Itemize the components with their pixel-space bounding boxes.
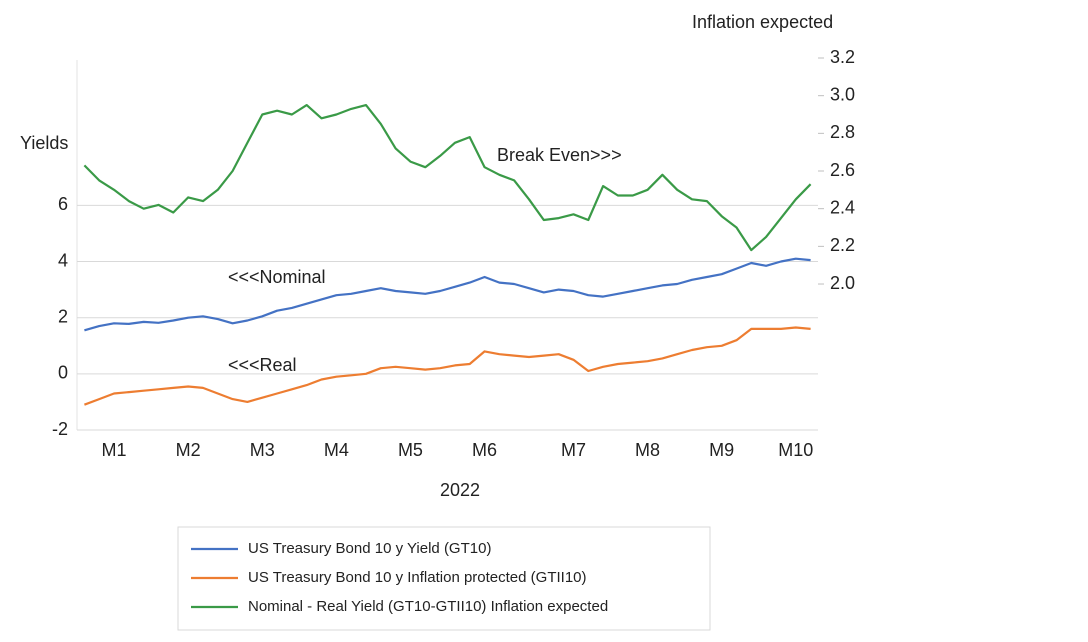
y2-tick-label: 2.4 bbox=[830, 197, 855, 217]
x-tick-label: M6 bbox=[472, 440, 497, 460]
annotation: Break Even>>> bbox=[497, 145, 622, 165]
y2-tick-label: 2.0 bbox=[830, 273, 855, 293]
x-tick-label: M2 bbox=[176, 440, 201, 460]
y2-tick-label: 3.2 bbox=[830, 47, 855, 67]
x-tick-label: M3 bbox=[250, 440, 275, 460]
legend-label: US Treasury Bond 10 y Inflation protecte… bbox=[248, 569, 587, 586]
legend-box bbox=[177, 526, 711, 631]
x-tick-label: M8 bbox=[635, 440, 660, 460]
legend-label: US Treasury Bond 10 y Yield (GT10) bbox=[248, 540, 491, 557]
x-axis-label: 2022 bbox=[440, 480, 480, 500]
line-series bbox=[83, 104, 812, 252]
legend-label: Nominal - Real Yield (GT10-GTII10) Infla… bbox=[248, 598, 608, 615]
y2-tick-label: 2.2 bbox=[830, 235, 855, 255]
y-tick-label: 6 bbox=[58, 194, 68, 214]
x-tick-label: M10 bbox=[778, 440, 813, 460]
x-tick-label: M7 bbox=[561, 440, 586, 460]
y-tick-label: -2 bbox=[52, 419, 68, 439]
y-tick-label: 4 bbox=[58, 250, 68, 270]
annotation: <<<Nominal bbox=[228, 267, 326, 287]
x-tick-label: M9 bbox=[709, 440, 734, 460]
y-axis-label: Yields bbox=[20, 133, 68, 153]
y-tick-label: 0 bbox=[58, 363, 68, 383]
y2-tick-label: 3.0 bbox=[830, 84, 855, 104]
line-series bbox=[84, 257, 811, 332]
x-tick-label: M4 bbox=[324, 440, 349, 460]
annotation: <<<Real bbox=[228, 355, 297, 375]
y2-axis-label: Inflation expected bbox=[692, 12, 833, 32]
y2-tick-label: 2.6 bbox=[830, 160, 855, 180]
x-tick-label: M5 bbox=[398, 440, 423, 460]
x-tick-label: M1 bbox=[102, 440, 127, 460]
y2-tick-label: 2.8 bbox=[830, 122, 855, 142]
line-series bbox=[84, 326, 811, 406]
y-tick-label: 2 bbox=[58, 306, 68, 326]
